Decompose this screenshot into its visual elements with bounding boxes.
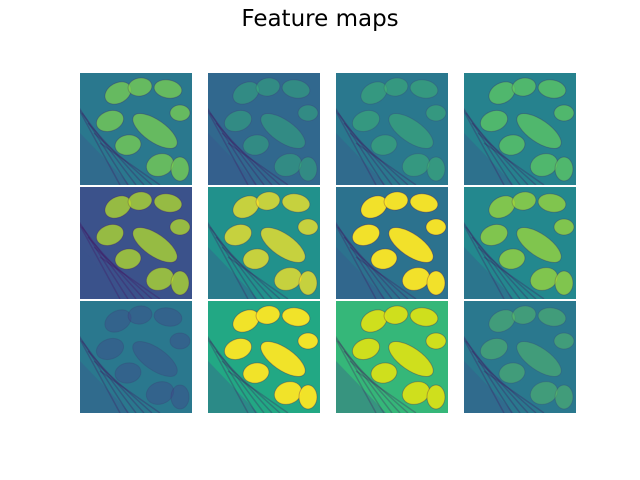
feature-map-3 <box>336 73 448 185</box>
feature-map-image-10 <box>208 301 320 413</box>
feature-map-8 <box>464 187 576 299</box>
feature-map-5 <box>80 187 192 299</box>
feature-map-image-1 <box>80 73 192 185</box>
feature-map-11 <box>336 301 448 413</box>
feature-map-image-2 <box>208 73 320 185</box>
feature-map-9 <box>80 301 192 413</box>
feature-map-image-7 <box>336 187 448 299</box>
feature-map-image-5 <box>80 187 192 299</box>
feature-map-4 <box>464 73 576 185</box>
feature-map-grid <box>80 73 577 413</box>
feature-map-6 <box>208 187 320 299</box>
feature-map-2 <box>208 73 320 185</box>
feature-map-image-8 <box>464 187 576 299</box>
feature-map-image-12 <box>464 301 576 413</box>
feature-map-10 <box>208 301 320 413</box>
feature-map-7 <box>336 187 448 299</box>
feature-map-image-4 <box>464 73 576 185</box>
feature-map-1 <box>80 73 192 185</box>
feature-map-image-9 <box>80 301 192 413</box>
feature-map-image-6 <box>208 187 320 299</box>
feature-map-12 <box>464 301 576 413</box>
feature-map-image-11 <box>336 301 448 413</box>
figure-title: Feature maps <box>241 6 399 32</box>
feature-map-image-3 <box>336 73 448 185</box>
